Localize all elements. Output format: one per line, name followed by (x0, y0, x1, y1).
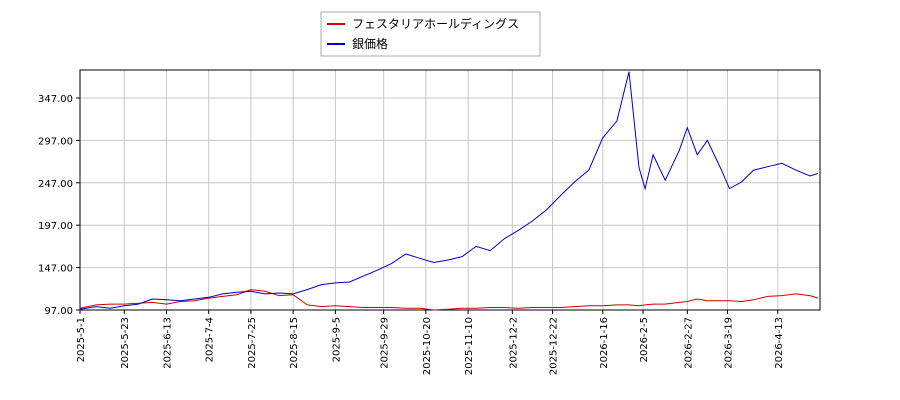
plot-frame (79, 69, 821, 311)
x-tick-label: 2025-5-1 (76, 317, 87, 362)
y-tick-label: 347.00 (38, 94, 73, 105)
y-tick-label: 97.00 (44, 306, 73, 317)
series-line (79, 71, 819, 310)
legend-label: フェスタリアホールディングス (352, 16, 519, 31)
x-tick-label: 2025-11-10 (464, 317, 475, 375)
x-tick-label: 2026-1-16 (599, 317, 610, 369)
legend-label: 銀価格 (352, 36, 388, 51)
x-tick-label: 2025-8-15 (289, 317, 300, 369)
x-tick-label: 2025-6-13 (162, 317, 173, 369)
y-tick-label: 297.00 (38, 136, 73, 147)
x-tick-label: 2026-3-19 (724, 317, 735, 369)
x-tick-label: 2025-9-5 (331, 317, 342, 362)
legend-box (320, 11, 541, 57)
y-tick-label: 147.00 (38, 264, 73, 275)
x-tick-label: 2025-12-22 (549, 317, 560, 375)
x-tick-label: 2025-10-20 (422, 317, 433, 375)
x-tick-label: 2026-4-13 (774, 317, 785, 369)
x-tick-label: 2025-5-23 (120, 317, 131, 369)
x-tick-label: 2025-7-25 (247, 317, 258, 369)
x-tick-label: 2026-2-5 (639, 317, 650, 362)
x-tick-label: 2026-2-27 (683, 317, 694, 369)
x-tick-label: 2025-12-2 (508, 317, 519, 369)
series-line (79, 289, 819, 311)
x-tick-label: 2025-9-29 (380, 317, 391, 369)
x-tick-label: 2025-7-4 (205, 317, 216, 362)
y-tick-label: 247.00 (38, 179, 73, 190)
y-tick-label: 197.00 (38, 221, 73, 232)
